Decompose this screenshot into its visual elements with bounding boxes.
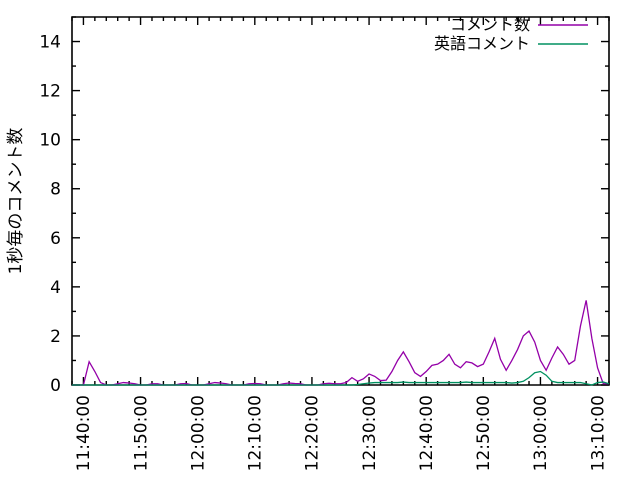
y-tick-label: 0 (50, 376, 61, 396)
y-axis-title-text: 1秒毎のコメント数 (6, 128, 26, 275)
y-tick-label: 4 (50, 278, 61, 298)
x-tick-label: 13:00:00 (531, 395, 551, 471)
y-tick-label: 6 (50, 229, 61, 249)
legend-label-english-comment: 英語コメント (434, 34, 530, 53)
x-tick-label: 12:20:00 (303, 395, 323, 471)
x-tick-label: 11:50:00 (131, 395, 151, 471)
y-tick-label: 12 (39, 82, 61, 102)
y-tick-label: 8 (50, 180, 61, 200)
y-tick-label: 2 (50, 327, 61, 347)
y-tick-label: 14 (39, 33, 61, 53)
x-tick-label: 13:10:00 (588, 395, 608, 471)
x-tick-label: 12:10:00 (246, 395, 266, 471)
data-series-group (72, 300, 610, 386)
plot-frame (71, 16, 610, 386)
series-line-comment-count (72, 300, 609, 386)
series-line-english-comment (72, 370, 610, 386)
x-axis-ticks: 11:40:00 11:50:00 12:00:00 12:10:00 12:20:00… (71, 17, 610, 471)
x-tick-label: 12:40:00 (417, 395, 437, 471)
x-tick-label: 12:00:00 (188, 395, 208, 471)
x-tick-label: 12:50:00 (474, 395, 494, 471)
y-axis-ticks: 0 2 4 6 8 10 12 14 (39, 16, 609, 396)
y-axis-title: 1秒毎のコメント数 (6, 128, 26, 275)
x-tick-label: 12:30:00 (360, 395, 380, 471)
y-tick-label: 10 (39, 131, 61, 151)
x-tick-label: 11:40:00 (74, 395, 94, 471)
legend-label-comment-count: コメント数 (450, 15, 530, 34)
